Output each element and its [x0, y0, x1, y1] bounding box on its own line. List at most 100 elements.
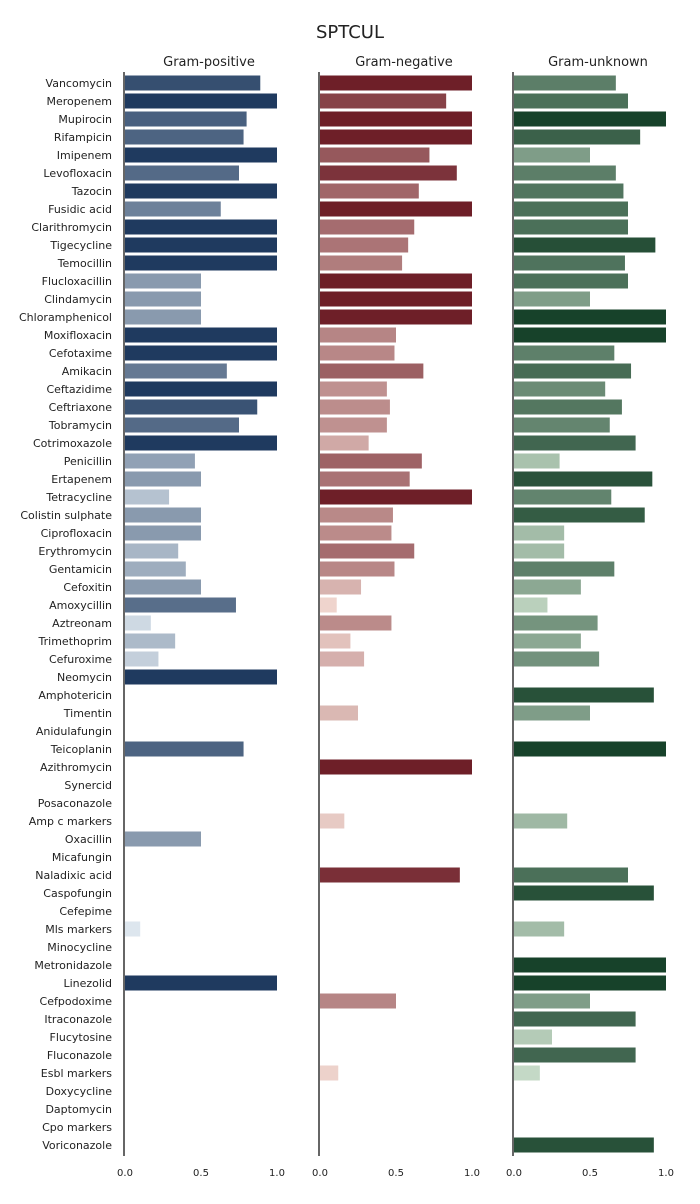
bar — [125, 507, 201, 523]
bar — [514, 345, 615, 361]
bar — [125, 255, 277, 271]
bar — [514, 1047, 636, 1063]
bar — [514, 183, 624, 199]
bar — [320, 633, 351, 649]
bar — [320, 705, 358, 721]
category-label: Mls markers — [45, 923, 112, 936]
category-label: Chloramphenicol — [19, 311, 112, 324]
bar — [125, 165, 239, 181]
category-label: Aztreonam — [52, 617, 112, 630]
bar — [125, 183, 277, 199]
category-label: Cefepime — [59, 905, 112, 918]
bar — [125, 435, 277, 451]
bar — [514, 453, 560, 469]
category-label: Metronidazole — [34, 959, 112, 972]
bar — [320, 165, 457, 181]
category-label: Oxacillin — [65, 833, 112, 846]
category-label: Posaconazole — [38, 797, 112, 810]
bar — [514, 687, 654, 703]
category-label: Levofloxacin — [43, 167, 112, 180]
bar — [320, 75, 472, 91]
bar — [320, 561, 395, 577]
bar — [514, 75, 616, 91]
category-label: Clindamycin — [44, 293, 112, 306]
bar — [514, 399, 622, 415]
bar — [320, 291, 472, 307]
bar — [320, 309, 472, 325]
bar — [514, 993, 590, 1009]
bar — [125, 831, 201, 847]
bar — [514, 93, 628, 109]
bar — [320, 381, 387, 397]
category-label: Esbl markers — [41, 1067, 112, 1080]
bar — [125, 543, 179, 559]
x-tick-label: 0.5 — [193, 1168, 209, 1179]
bar — [514, 129, 641, 145]
x-tick-label: 0.5 — [388, 1168, 404, 1179]
bar — [514, 957, 666, 973]
bar — [514, 1137, 654, 1153]
bar — [320, 93, 447, 109]
bar — [125, 327, 277, 343]
category-label: Cefoxitin — [63, 581, 112, 594]
category-label: Ceftriaxone — [49, 401, 113, 414]
facet-title: Gram-unknown — [548, 55, 648, 70]
bar — [320, 543, 415, 559]
bar — [514, 435, 636, 451]
bar — [514, 255, 625, 271]
bar — [320, 129, 472, 145]
bar — [514, 507, 645, 523]
category-label: Imipenem — [57, 149, 112, 162]
category-label: Amphotericin — [38, 689, 112, 702]
bar — [125, 75, 261, 91]
bar — [125, 741, 244, 757]
bar — [125, 381, 277, 397]
bar — [320, 813, 345, 829]
category-label: Doxycycline — [46, 1085, 113, 1098]
bar — [320, 471, 410, 487]
bar — [125, 201, 221, 217]
category-label: Teicoplanin — [50, 743, 112, 756]
bar — [320, 219, 415, 235]
bar — [320, 867, 460, 883]
bar — [514, 885, 654, 901]
bar — [514, 867, 628, 883]
bar — [514, 237, 656, 253]
category-labels: Vancomycin Meropenem Mupirocin Rifampicin Im… — [19, 77, 112, 1152]
bar — [125, 561, 186, 577]
category-label: Azithromycin — [40, 761, 112, 774]
category-label: Voriconazole — [42, 1139, 112, 1152]
bar — [514, 381, 606, 397]
category-label: Fusidic acid — [48, 203, 112, 216]
chart-title: SPTCUL — [316, 22, 384, 43]
facet-panel: Gram-positive 0.0 0.5 1.0 — [117, 55, 285, 1179]
bar — [125, 309, 201, 325]
category-label: Colistin sulphate — [20, 509, 112, 522]
bar — [514, 471, 653, 487]
bar — [320, 255, 403, 271]
bar — [320, 327, 396, 343]
bar — [320, 579, 362, 595]
bar — [514, 219, 628, 235]
category-label: Moxifloxacin — [44, 329, 112, 342]
bar — [320, 453, 422, 469]
x-tick-label: 0.0 — [312, 1168, 328, 1179]
bar — [320, 237, 409, 253]
facet-panel: Gram-negative 0.0 0.5 1.0 — [312, 55, 480, 1179]
category-label: Tazocin — [71, 185, 112, 198]
category-label: Ciprofloxacin — [41, 527, 112, 540]
bar — [514, 741, 666, 757]
category-label: Neomycin — [57, 671, 112, 684]
bar — [320, 759, 472, 775]
category-label: Vancomycin — [46, 77, 112, 90]
bar — [514, 633, 581, 649]
bar — [320, 1065, 339, 1081]
bar — [514, 615, 598, 631]
bar — [125, 129, 244, 145]
category-label: Caspofungin — [43, 887, 112, 900]
bar — [320, 651, 365, 667]
bar — [514, 309, 666, 325]
bar — [320, 363, 424, 379]
category-label: Amp c markers — [29, 815, 113, 828]
